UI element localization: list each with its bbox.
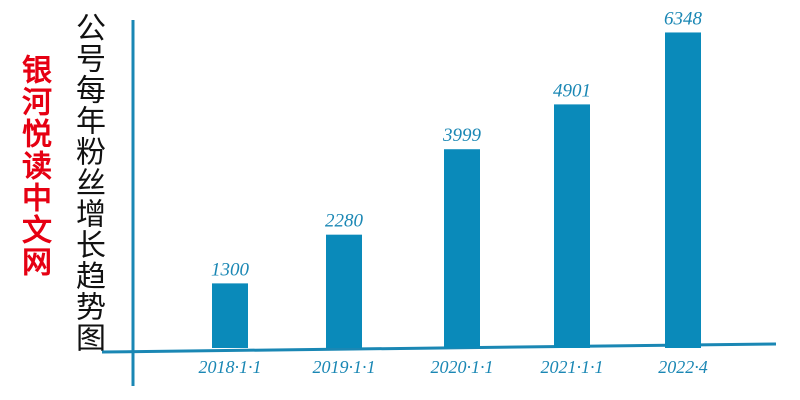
- y-axis-title: 公号每年粉丝增长趋势图: [70, 12, 105, 353]
- data-label-3: 3999: [442, 125, 482, 146]
- bar-5: [665, 32, 701, 348]
- brand-watermark: 银河悦读中文网: [16, 54, 51, 278]
- x-tick-label-1: 2018·1·1: [199, 357, 262, 377]
- data-label-1: 1300: [211, 259, 250, 280]
- x-tick-label-2: 2019·1·1: [313, 357, 376, 377]
- bar-4: [554, 104, 590, 348]
- x-tick-label-4: 2021·1·1: [541, 357, 604, 377]
- data-label-2: 2280: [325, 211, 364, 232]
- x-tick-label-5: 2022·4: [658, 357, 708, 377]
- bar-2: [326, 234, 362, 348]
- bar-3: [444, 149, 480, 348]
- x-axis-line: [101, 342, 777, 354]
- x-tick-label-3: 2020·1·1: [431, 357, 494, 377]
- bar-1: [212, 283, 248, 348]
- data-label-5: 6348: [664, 8, 703, 29]
- data-label-4: 4901: [553, 80, 591, 101]
